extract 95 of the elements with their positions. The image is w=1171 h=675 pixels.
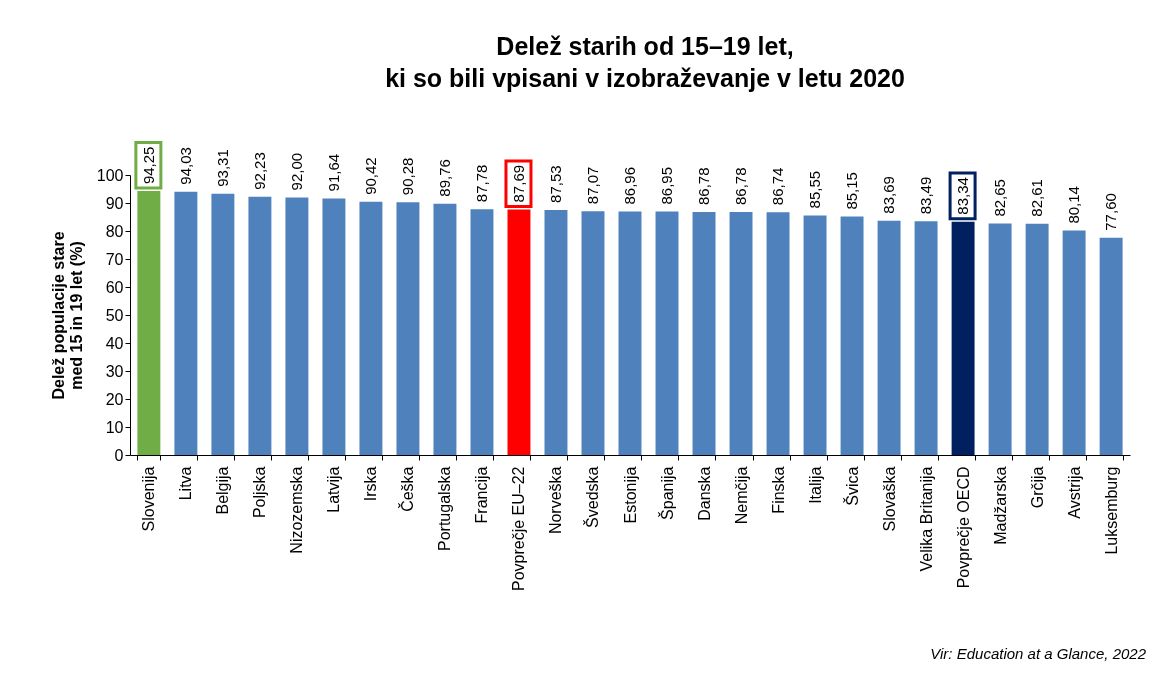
x-tick-label: Norveška: [547, 466, 565, 535]
data-label: 80,14: [1065, 186, 1083, 224]
bar: [285, 197, 309, 455]
bar: [174, 191, 198, 455]
y-tick-label: 0: [114, 446, 124, 464]
data-label: 94,03: [176, 147, 194, 185]
data-label: 92,23: [250, 152, 268, 190]
y-tick-label: 90: [105, 194, 124, 212]
x-tick-label: Estonija: [621, 466, 639, 524]
x-tick-label: Nemčija: [732, 466, 750, 525]
y-tick-label: 80: [105, 222, 124, 240]
y-tick-label: 30: [105, 362, 124, 380]
data-label: 85,55: [806, 170, 824, 209]
x-tick-label: Finska: [769, 466, 787, 514]
data-label: 86,78: [732, 167, 750, 206]
bar: [914, 221, 938, 455]
x-tick-label: Velika Britanija: [917, 466, 935, 572]
y-tick-label: 100: [96, 166, 124, 184]
x-tick-label: Češka: [398, 466, 417, 512]
bar: [618, 211, 642, 455]
x-tick-label: Avstrija: [1065, 466, 1083, 519]
bar: [507, 209, 531, 455]
x-tick-label: Povprečje OECD: [954, 466, 972, 589]
data-label: 92,00: [287, 152, 305, 191]
x-tick-label: Belgija: [214, 466, 232, 515]
bar: [803, 215, 827, 455]
data-label: 94,25: [139, 146, 157, 185]
bar: [396, 202, 420, 455]
y-tick-label: 10: [105, 418, 124, 436]
data-label: 90,42: [361, 157, 379, 195]
x-tick-label: Danska: [695, 466, 713, 521]
bar: [470, 209, 494, 455]
bar: [1062, 230, 1086, 455]
bar: [951, 221, 975, 455]
y-tick-label: 70: [105, 250, 124, 268]
x-tick-label: Litva: [177, 466, 195, 501]
bar: [988, 223, 1012, 455]
bar: [877, 220, 901, 455]
bar: [1025, 223, 1049, 455]
x-tick-label: Slovenija: [140, 466, 158, 532]
bar: [729, 212, 753, 455]
bar: [655, 211, 679, 455]
data-label: 85,15: [843, 172, 861, 210]
x-tick-label: Latvija: [325, 466, 343, 513]
bar: [766, 212, 790, 455]
x-tick-label: Grčija: [1028, 466, 1046, 509]
bar: [544, 209, 568, 455]
x-tick-label: Slovaška: [880, 466, 898, 532]
data-label: 89,76: [435, 159, 453, 197]
data-label: 87,69: [509, 164, 527, 203]
bar: [359, 201, 383, 455]
data-label: 77,60: [1102, 193, 1120, 231]
x-tick-label: Povprečje EU–22: [510, 466, 528, 592]
x-tick-label: Nizozemska: [288, 466, 306, 554]
y-tick-label: 60: [105, 278, 124, 296]
bar: [692, 212, 716, 455]
x-tick-label: Poljska: [251, 466, 269, 519]
data-label: 93,31: [213, 149, 231, 187]
bar: [840, 216, 864, 455]
data-label: 86,96: [621, 166, 638, 205]
data-label: 86,95: [658, 166, 676, 205]
x-tick-label: Francija: [473, 466, 491, 524]
bar: [581, 211, 605, 455]
y-axis-title: Delež populacije stare med 15 in 19 let (%): [49, 231, 85, 400]
data-label: 83,69: [880, 176, 898, 214]
bar: [248, 196, 272, 455]
data-label: 91,64: [324, 153, 342, 192]
y-tick-label: 40: [105, 334, 124, 352]
x-tick-label: Švica: [842, 466, 861, 506]
x-tick-label: Irska: [362, 466, 380, 502]
bar: [433, 203, 457, 455]
data-label: 87,53: [546, 165, 564, 203]
x-tick-label: Portugalska: [436, 466, 454, 551]
x-tick-label: Španija: [657, 466, 676, 520]
data-label: 86,78: [695, 167, 713, 206]
x-tick-label: Madžarska: [991, 466, 1009, 545]
data-label: 87,07: [583, 166, 601, 205]
data-label: 82,65: [991, 179, 1009, 217]
data-label: 83,34: [954, 177, 972, 215]
bar: [137, 191, 161, 455]
data-label: 90,28: [398, 157, 416, 196]
text: Vir: Education at a Glance, 2022: [930, 645, 1146, 662]
x-tick-label: Italija: [806, 466, 824, 504]
data-label: 82,61: [1028, 179, 1046, 217]
data-label: 87,78: [472, 164, 490, 203]
y-tick-label: 50: [105, 306, 124, 324]
x-tick-label: Švedska: [583, 466, 602, 528]
y-tick-label: 20: [105, 390, 124, 408]
bar: [322, 198, 346, 455]
chart-title: Delež starih od 15–19 let, ki so bili vpisani v izobraževanje v letu 2020: [385, 31, 905, 92]
bar: [211, 193, 235, 455]
bar: [1099, 237, 1123, 455]
data-label: 83,49: [917, 176, 935, 215]
x-tick-label: Luksemburg: [1102, 466, 1120, 555]
data-label: 86,74: [769, 167, 787, 206]
